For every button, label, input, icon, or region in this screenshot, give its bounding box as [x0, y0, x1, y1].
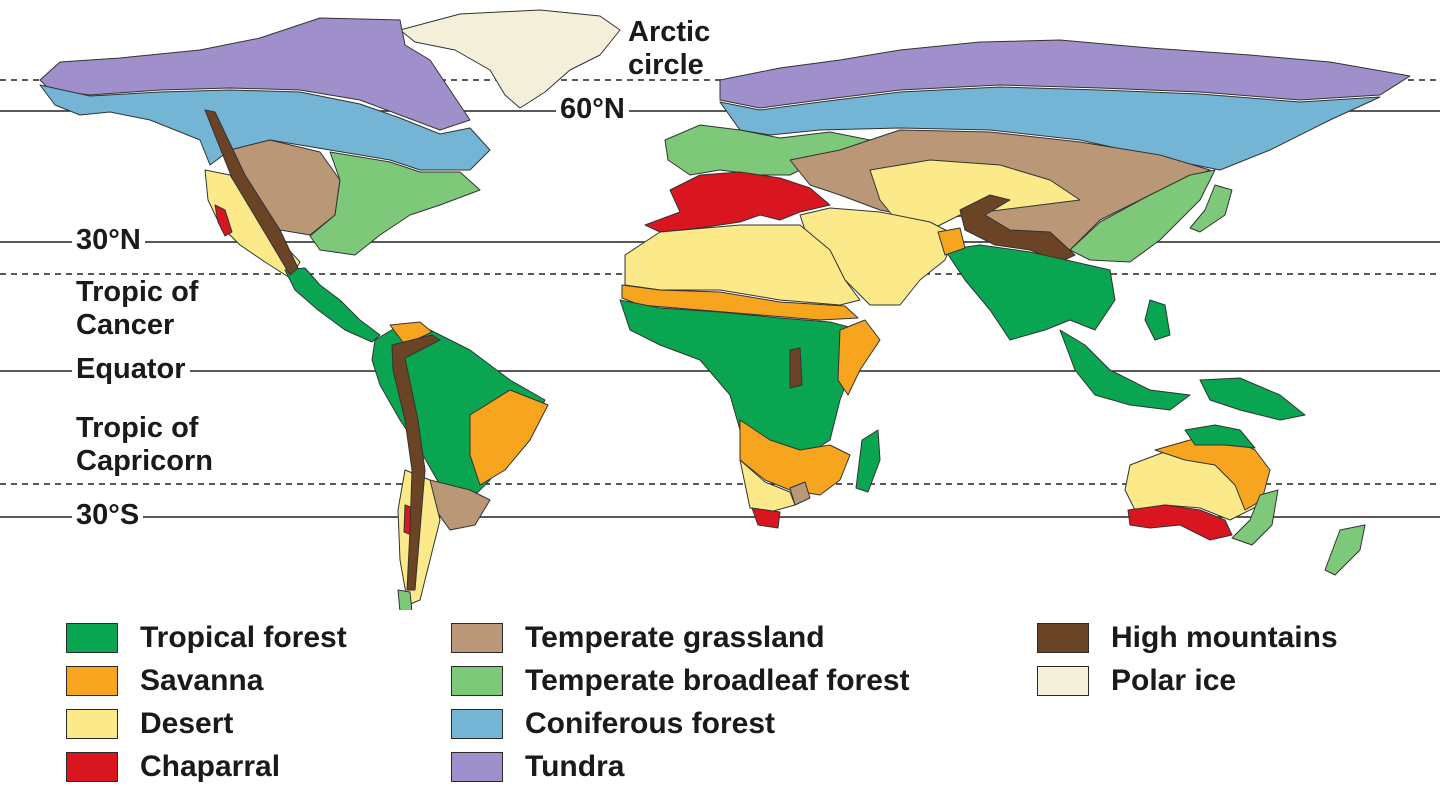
australia-tropical [1184, 424, 1256, 449]
himalaya-mountains [959, 194, 1076, 263]
legend-label-temperate-broadleaf-forest: Temperate broadleaf forest [525, 664, 910, 697]
southern-africa-savanna [739, 419, 851, 496]
legend-label-savanna: Savanna [140, 664, 264, 697]
legend-swatch-savanna [66, 666, 118, 696]
central-america-tropical [284, 267, 381, 343]
patagonia-broadleaf [397, 589, 413, 610]
east-asia-broadleaf [1069, 169, 1216, 263]
japan-broadleaf [1189, 184, 1233, 233]
legend-swatch-temperate-grassland [451, 623, 503, 653]
legend-item-high-mountains: High mountains [1037, 618, 1338, 658]
legend-label-high-mountains: High mountains [1111, 621, 1338, 654]
eurasia-coniferous [719, 86, 1381, 171]
southern-africa-grassland [789, 481, 811, 506]
australia-chaparral [1127, 504, 1233, 541]
madagascar-tropical [855, 429, 881, 493]
biome-legend: Tropical forest Savanna Desert Chaparral… [0, 612, 1440, 798]
legend-swatch-coniferous-forest [451, 709, 503, 739]
legend-item-tundra: Tundra [451, 747, 624, 787]
legend-swatch-desert [66, 709, 118, 739]
mediterranean-chaparral [644, 171, 831, 233]
legend-label-temperate-grassland: Temperate grassland [525, 621, 825, 654]
south-asia-savanna [937, 227, 966, 256]
north-america-chaparral [214, 204, 233, 237]
legend-swatch-polar-ice [1037, 666, 1089, 696]
legend-label-tundra: Tundra [525, 750, 625, 783]
central-africa-tropical [619, 299, 861, 461]
legend-swatch-chaparral [66, 752, 118, 782]
southeast-asia-islands-tropical [1059, 329, 1191, 411]
australia-broadleaf [1231, 489, 1279, 546]
lat-30s-label: 30°S [72, 499, 144, 533]
lat-60n-label: 60°N [556, 93, 629, 127]
legend-label-coniferous-forest: Coniferous forest [525, 707, 776, 740]
tropic-cancer-label: Tropic of Cancer [72, 276, 203, 343]
rockies-mountains [204, 109, 299, 276]
north-america-coniferous [39, 84, 491, 171]
arctic-circle-label: Arctic circle [628, 16, 711, 82]
legend-swatch-tundra [451, 752, 503, 782]
south-america-savanna-north [389, 321, 433, 346]
north-america-tundra [39, 17, 471, 131]
philippines-tropical [1144, 299, 1171, 341]
legend-swatch-temperate-broadleaf-forest [451, 666, 503, 696]
legend-item-desert: Desert [66, 704, 233, 744]
equator-label: Equator [72, 353, 190, 387]
legend-item-polar-ice: Polar ice [1037, 661, 1236, 701]
new-zealand-broadleaf [1324, 524, 1366, 576]
andes-mountains [391, 334, 441, 591]
eurasia-tundra [719, 39, 1411, 109]
legend-item-temperate-grassland: Temperate grassland [451, 618, 825, 658]
legend-item-temperate-broadleaf-forest: Temperate broadleaf forest [451, 661, 910, 701]
legend-swatch-high-mountains [1037, 623, 1089, 653]
legend-swatch-tropical-forest [66, 623, 118, 653]
north-america-broadleaf [309, 151, 481, 256]
legend-label-chaparral: Chaparral [140, 750, 281, 783]
legend-item-coniferous-forest: Coniferous forest [451, 704, 775, 744]
south-asia-tropical [944, 244, 1116, 341]
legend-item-chaparral: Chaparral [66, 747, 280, 787]
legend-label-tropical-forest: Tropical forest [140, 621, 347, 654]
tropic-capricorn-label: Tropic of Capricorn [72, 412, 217, 479]
lat-30n-label: 30°N [72, 224, 145, 258]
greenland-polar-ice [399, 9, 621, 109]
world-biome-map [0, 9, 1440, 610]
south-africa-chaparral [751, 507, 781, 529]
legend-item-savanna: Savanna [66, 661, 263, 701]
legend-label-polar-ice: Polar ice [1111, 664, 1237, 697]
south-america-savanna-east [469, 389, 549, 486]
legend-item-tropical-forest: Tropical forest [66, 618, 347, 658]
east-africa-mountains [789, 347, 803, 389]
new-guinea-tropical [1199, 377, 1306, 421]
east-africa-savanna [837, 319, 881, 396]
legend-label-desert: Desert [140, 707, 234, 740]
